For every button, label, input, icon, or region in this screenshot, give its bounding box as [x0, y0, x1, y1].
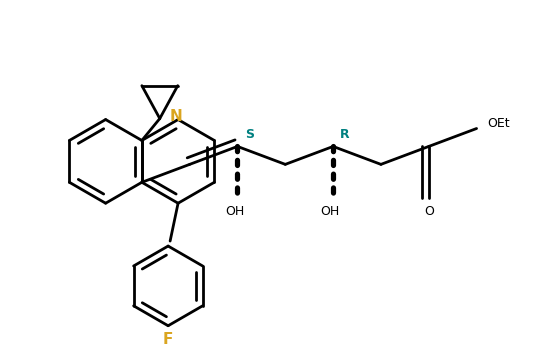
Text: OEt: OEt — [487, 117, 510, 130]
Text: S: S — [245, 128, 254, 141]
Text: R: R — [340, 128, 350, 141]
Text: O: O — [424, 205, 434, 218]
Text: OH: OH — [225, 205, 244, 218]
Text: N: N — [169, 109, 182, 124]
Text: OH: OH — [320, 205, 340, 218]
Text: F: F — [163, 332, 173, 347]
